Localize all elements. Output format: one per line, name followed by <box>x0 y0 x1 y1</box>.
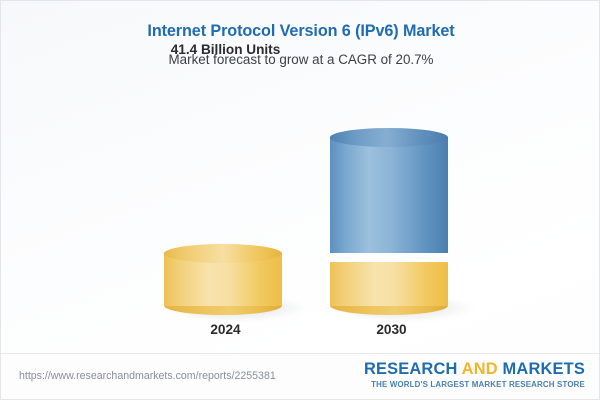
research-and-markets-logo: RESEARCH AND MARKETS THE WORLD'S LARGEST… <box>364 360 585 389</box>
cylinder-top-2024 <box>164 244 282 263</box>
cylinder-body-growth-2030 <box>330 137 448 253</box>
cylinder-top-2030 <box>330 128 448 147</box>
logo-word-research: RESEARCH <box>363 360 462 378</box>
cylinder-segment-growth-2030 <box>330 128 448 253</box>
logo-word-and: AND <box>461 360 498 378</box>
report-url[interactable]: https://www.researchandmarkets.com/repor… <box>19 370 276 382</box>
category-label-2024: 2024 <box>210 322 241 337</box>
data-label-2024: 41.4 Billion Units <box>170 42 281 57</box>
cylinder-body-base-2030 <box>330 262 448 306</box>
footer: https://www.researchandmarkets.com/repor… <box>1 354 599 399</box>
logo-wordmark: RESEARCH AND MARKETS <box>364 360 585 379</box>
page-title: Internet Protocol Version 6 (IPv6) Marke… <box>147 22 455 40</box>
chart-subtitle: Market forecast to grow at a CAGR of 20.… <box>168 52 434 67</box>
logo-tagline: THE WORLD'S LARGEST MARKET RESEARCH STOR… <box>371 380 585 389</box>
cylinder-segment-base-2030 <box>330 253 448 315</box>
plot-area: 41.4 Billion Units 2024 127.6 Billion Un… <box>1 1 599 353</box>
cylinder-2024 <box>164 244 282 315</box>
category-label-2030: 2030 <box>376 322 407 337</box>
logo-word-markets: MARKETS <box>497 360 585 378</box>
footer-divider <box>1 353 599 354</box>
